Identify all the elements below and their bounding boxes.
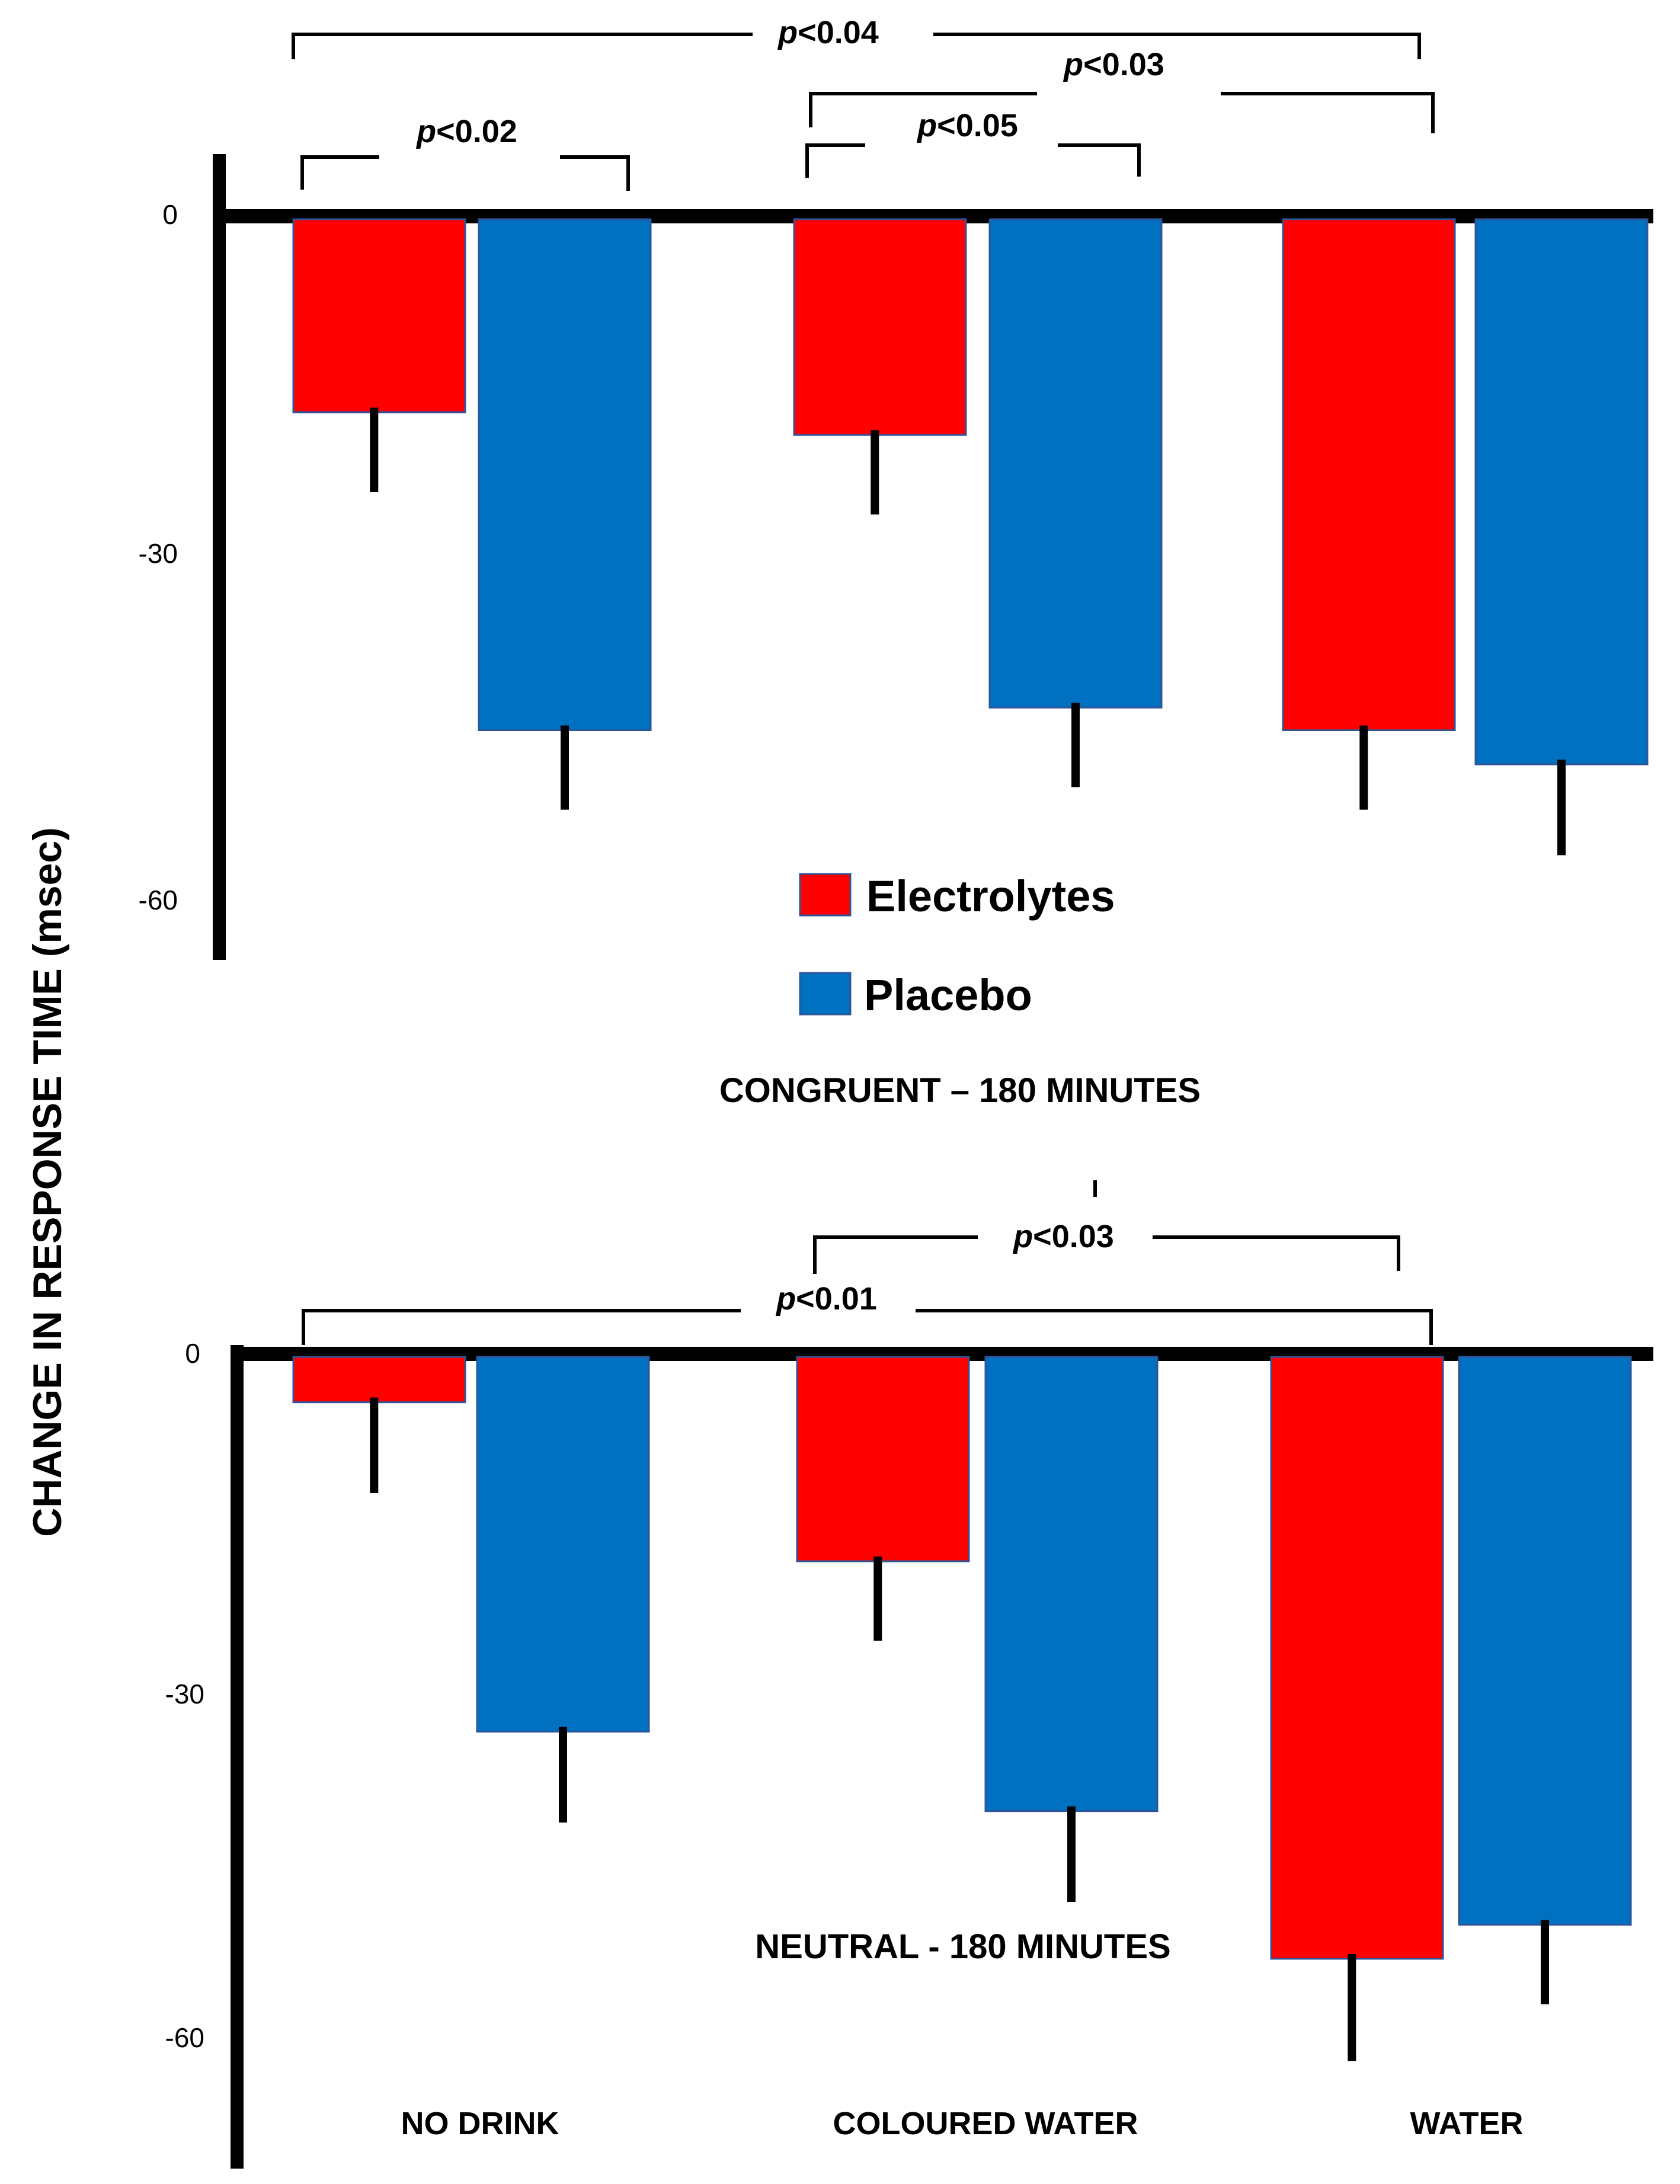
bracket-p002 (300, 155, 379, 190)
bottom-bar-water-electrolytes (1270, 1356, 1444, 1960)
top-bars (292, 218, 1649, 856)
bracket-p004 (292, 33, 753, 59)
top-tick-60: -60 (139, 885, 178, 915)
bracket-p003-bottom-right (1153, 1235, 1400, 1271)
bottom-panel-title: NEUTRAL - 180 MINUTES (755, 1927, 1170, 1966)
bottom-bar-water-placebo (1458, 1356, 1632, 1926)
bottom-tick-60: -60 (165, 2022, 204, 2053)
bottom-bars (292, 1356, 1632, 2061)
legend-label-electrolytes: Electrolytes (866, 872, 1115, 921)
bracket-p003-right (1221, 92, 1435, 133)
legend-swatch-placebo (799, 972, 852, 1016)
bottom-bar-no-drink-electrolytes (292, 1356, 466, 1404)
bracket-p005-right (1058, 143, 1141, 177)
legend-label-placebo: Placebo (864, 971, 1032, 1020)
y-axis-label: CHANGE IN RESPONSE TIME (msec) (25, 827, 70, 1537)
bottom-brackets (302, 1235, 1433, 1345)
pval-bottom-003: p<0.03 (1012, 1219, 1114, 1254)
top-tick-30: -30 (139, 538, 178, 569)
bottom-tick-0: 0 (185, 1338, 200, 1369)
top-bar-water-placebo (1474, 218, 1649, 766)
top-bar-coloured-water-electrolytes (793, 218, 967, 436)
pval-top-003: p<0.03 (1063, 47, 1164, 82)
bottom-bar-coloured-water-placebo (984, 1356, 1159, 1812)
top-bar-no-drink-placebo (478, 218, 652, 731)
top-brackets (292, 33, 1435, 191)
bracket-p004-right (933, 33, 1421, 59)
pval-top-002: p<0.02 (415, 114, 517, 149)
legend: Electrolytes Placebo (799, 872, 1115, 1020)
top-bar-no-drink-electrolytes (292, 218, 466, 414)
category-label-water: WATER (1410, 2106, 1524, 2141)
category-label-no-drink: NO DRINK (401, 2106, 559, 2141)
category-label-coloured-water: COLOURED WATER (833, 2106, 1138, 2141)
bracket-p001-bottom-right (916, 1309, 1433, 1345)
pval-top-004: p<0.04 (777, 15, 879, 50)
pval-bottom-001: p<0.01 (775, 1281, 877, 1317)
bottom-bar-coloured-water-electrolytes (796, 1356, 970, 1562)
top-tick-0: 0 (162, 199, 178, 230)
top-panel: 0 -30 -60 p<0.04 p<0.03 p<0.02 p<0.05 El… (139, 15, 1653, 1110)
bottom-bar-no-drink-placebo (476, 1356, 650, 1733)
bracket-p003-bottom (813, 1235, 978, 1274)
bracket-p001-bottom (302, 1309, 741, 1345)
bracket-p002-right (560, 155, 630, 191)
legend-swatch-electrolytes (799, 873, 852, 917)
top-bar-coloured-water-placebo (988, 218, 1163, 709)
bracket-p005 (805, 143, 865, 178)
top-panel-title: CONGRUENT – 180 MINUTES (719, 1071, 1201, 1110)
bottom-tick-30: -30 (165, 1679, 204, 1709)
bracket-p003 (809, 92, 1037, 127)
bottom-panel: 0 -30 -60 p<0.03 p<0.01 NEUTRAL - 180 MI… (165, 1180, 1653, 2169)
top-bar-water-electrolytes (1282, 218, 1456, 731)
pval-top-005: p<0.05 (916, 108, 1018, 143)
